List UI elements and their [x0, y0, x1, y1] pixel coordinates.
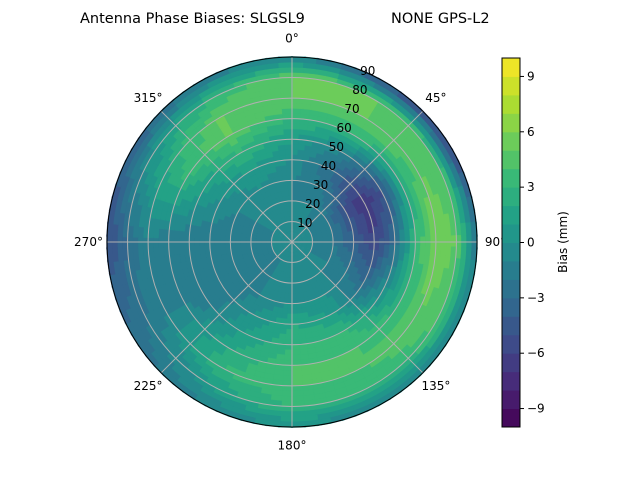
colorbar-tick-label: 0 [527, 236, 535, 250]
r-tick-label: 30 [313, 178, 328, 192]
r-tick-label: 50 [329, 140, 344, 154]
colorbar-label: Bias (mm) [556, 211, 570, 273]
colorbar-segment [502, 353, 520, 373]
theta-tick-label: 135° [421, 379, 450, 393]
r-tick-label: 90 [360, 64, 375, 78]
polar-grid [106, 56, 478, 428]
colorbar-tick-label: −3 [527, 291, 545, 305]
r-tick-label: 60 [337, 121, 352, 135]
theta-tick-label: 270° [74, 235, 103, 249]
colorbar-segment [502, 76, 520, 96]
colorbar-tick-label: 3 [527, 180, 535, 194]
r-tick-label: 70 [344, 102, 359, 116]
colorbar-segment [502, 297, 520, 317]
theta-tick-label: 315° [134, 91, 163, 105]
colorbar-segment [502, 168, 520, 188]
colorbar-segment [502, 94, 520, 114]
colorbar-tick-label: 9 [527, 69, 535, 83]
colorbar-segment [502, 260, 520, 280]
colorbar-tick-label: −6 [527, 346, 545, 360]
colorbar-tick-label: −9 [527, 402, 545, 416]
theta-tick-label: 225° [134, 379, 163, 393]
chart-title-left: Antenna Phase Biases: SLGSL9 [80, 11, 305, 27]
colorbar-segment [502, 187, 520, 207]
colorbar-segment [502, 150, 520, 170]
colorbar-segment [502, 113, 520, 133]
colorbar-segment [502, 58, 520, 77]
colorbar: −9 −6 −3 0 3 6 9 [501, 57, 545, 428]
r-tick-label: 40 [321, 159, 336, 173]
theta-tick-label: 0° [285, 32, 299, 46]
colorbar-segment [502, 242, 520, 262]
colorbar-segment [502, 390, 520, 410]
colorbar-segment [502, 279, 520, 299]
contour-fill [106, 56, 478, 428]
colorbar-segment [502, 334, 520, 354]
colorbar-segment [502, 316, 520, 336]
theta-tick-label: 180° [278, 439, 307, 453]
r-tick-label: 80 [352, 83, 367, 97]
colorbar-segment [502, 371, 520, 391]
r-tick-label: 10 [297, 216, 312, 230]
chart-title-right: NONE GPS-L2 [391, 11, 490, 27]
colorbar-segment [502, 131, 520, 151]
colorbar-segment [502, 205, 520, 225]
r-tick-label: 20 [305, 197, 320, 211]
colorbar-tick-label: 6 [527, 125, 535, 139]
colorbar-segment [502, 224, 520, 243]
colorbar-segment [502, 408, 520, 428]
theta-tick-label: 45° [425, 91, 446, 105]
